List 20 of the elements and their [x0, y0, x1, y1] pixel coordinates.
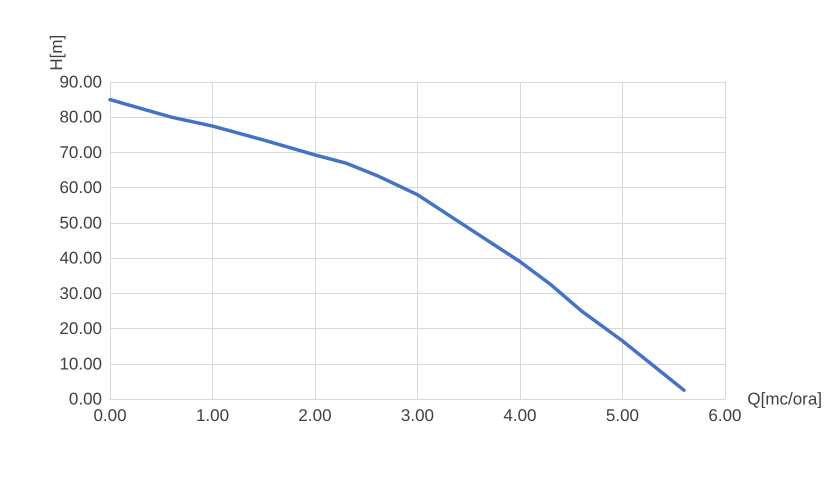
x-tick-label: 0.00	[93, 406, 127, 425]
x-tick-label: 6.00	[708, 406, 742, 425]
y-tick-label: 40.00	[59, 248, 102, 268]
line-series	[108, 98, 686, 392]
y-tick-label: 80.00	[59, 108, 102, 127]
y-tick-label: 50.00	[59, 213, 102, 232]
y-tick-label: 60.00	[59, 178, 102, 198]
y-axis-title: H[m]	[47, 34, 66, 71]
y-tick-label: 20.00	[59, 319, 102, 338]
y-tick-label: 30.00	[59, 284, 102, 303]
x-tick-label: 3.00	[400, 406, 434, 425]
y-tick-label: 70.00	[59, 142, 102, 162]
x-axis-title: Q[mc/ora]	[747, 390, 822, 408]
y-tick-label: 10.00	[59, 354, 102, 374]
x-tick-label: 1.00	[196, 406, 230, 425]
x-tick-label: 5.00	[606, 406, 639, 425]
y-tick-label: 0.00	[68, 390, 102, 408]
x-tick-label: 2.00	[298, 406, 332, 425]
y-tick-label: 90.00	[59, 72, 102, 92]
x-tick-label: 4.00	[503, 406, 536, 425]
